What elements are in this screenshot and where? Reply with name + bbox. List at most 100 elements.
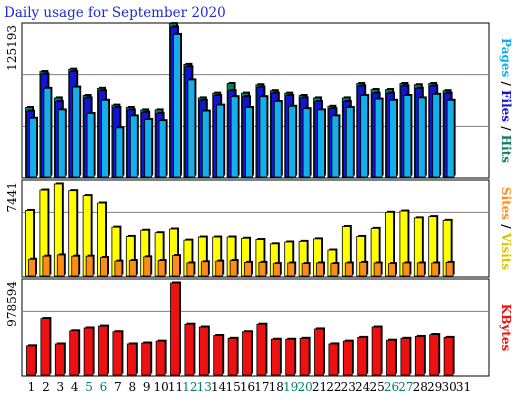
bar-sites-day-24 xyxy=(359,261,368,277)
day-label-19: 19 xyxy=(283,380,298,394)
bar-sites-day-29 xyxy=(431,262,440,277)
bar-pages-day-12 xyxy=(187,79,196,178)
chart-title: Daily usage for September 2020 xyxy=(4,5,226,21)
legend-panel-1-part-4: / xyxy=(499,122,512,131)
bar-pages-day-26 xyxy=(389,99,397,178)
bar-sites-day-1 xyxy=(28,258,36,277)
bar-sites-day-11 xyxy=(172,255,180,277)
day-label-8: 8 xyxy=(128,380,136,394)
bar-pages-day-25 xyxy=(374,98,383,178)
bar-kbytes-day-6 xyxy=(98,325,108,376)
bar-sites-day-14 xyxy=(215,260,224,277)
bar-pages-day-5 xyxy=(86,113,95,178)
bar-pages-day-8 xyxy=(129,115,138,178)
bar-pages-day-14 xyxy=(216,104,225,178)
bar-sites-day-19 xyxy=(287,262,296,277)
day-label-5: 5 xyxy=(85,380,93,394)
day-label-7: 7 xyxy=(114,380,122,394)
bar-pages-day-24 xyxy=(360,95,369,178)
day-label-18: 18 xyxy=(269,380,284,394)
bar-sites-day-13 xyxy=(200,261,209,277)
day-label-11: 11 xyxy=(168,380,183,394)
ymax-label-panel-2: 7441 xyxy=(5,182,19,213)
day-label-16: 16 xyxy=(240,380,255,394)
bar-sites-day-26 xyxy=(388,263,396,277)
bar-sites-day-27 xyxy=(402,262,411,277)
bar-pages-day-3 xyxy=(57,109,66,178)
day-label-28: 28 xyxy=(413,380,428,394)
bar-sites-day-21 xyxy=(316,262,324,277)
bar-sites-day-4 xyxy=(71,255,80,277)
bar-pages-day-9 xyxy=(144,119,153,178)
bar-kbytes-day-11 xyxy=(170,282,180,376)
day-label-26: 26 xyxy=(384,380,399,394)
bar-sites-day-8 xyxy=(128,260,137,277)
bar-sites-day-15 xyxy=(229,260,238,277)
bar-pages-day-2 xyxy=(43,87,52,178)
bar-kbytes-day-14 xyxy=(213,335,224,376)
ymax-label-panel-1: 125193 xyxy=(5,25,19,71)
bar-sites-day-9 xyxy=(143,256,152,277)
day-label-15: 15 xyxy=(225,380,240,394)
legend-panel-2-part-3: Visits xyxy=(499,229,512,271)
bar-kbytes-day-29 xyxy=(429,334,440,376)
bar-kbytes-day-5 xyxy=(83,327,94,376)
day-label-3: 3 xyxy=(56,380,64,394)
legend-panel-1-part-2: / xyxy=(499,77,512,86)
day-label-13: 13 xyxy=(197,380,212,394)
day-label-20: 20 xyxy=(297,380,312,394)
legend-panel-2-part-2: / xyxy=(499,220,512,229)
bar-kbytes-day-20 xyxy=(299,337,310,376)
day-label-31: 31 xyxy=(456,380,471,394)
day-label-23: 23 xyxy=(341,380,356,394)
bar-sites-day-22 xyxy=(330,263,339,277)
day-label-10: 10 xyxy=(153,380,168,394)
bar-sites-day-2 xyxy=(42,255,51,277)
bar-pages-day-11 xyxy=(173,34,181,178)
bar-sites-day-5 xyxy=(85,255,94,277)
bar-kbytes-day-18 xyxy=(270,338,281,376)
day-label-29: 29 xyxy=(427,380,442,394)
bar-pages-day-15 xyxy=(230,96,239,178)
legend-panel-3: KBytes xyxy=(499,304,512,352)
bar-sites-day-16 xyxy=(244,261,252,277)
day-label-25: 25 xyxy=(369,380,384,394)
bar-kbytes-day-2 xyxy=(40,318,51,376)
bar-kbytes-day-22 xyxy=(328,343,339,376)
bar-pages-day-22 xyxy=(331,115,340,178)
bar-sites-day-20 xyxy=(301,263,310,277)
bar-pages-day-30 xyxy=(446,99,455,178)
bar-sites-day-10 xyxy=(157,260,166,277)
day-label-22: 22 xyxy=(326,380,341,394)
day-label-27: 27 xyxy=(398,380,413,394)
bar-pages-day-29 xyxy=(432,93,441,178)
bar-kbytes-day-28 xyxy=(414,336,425,376)
legend-panel-1-part-3: Files xyxy=(499,86,512,122)
bar-sites-day-23 xyxy=(344,262,353,277)
day-label-17: 17 xyxy=(254,380,269,394)
bar-pages-day-16 xyxy=(245,107,253,178)
bar-pages-day-20 xyxy=(302,108,311,178)
day-label-12: 12 xyxy=(182,380,197,394)
bar-pages-day-1 xyxy=(29,117,37,178)
bar-kbytes-day-27 xyxy=(400,337,411,376)
bar-kbytes-day-4 xyxy=(69,330,80,376)
bar-sites-day-6 xyxy=(100,257,108,277)
bar-kbytes-day-13 xyxy=(198,326,209,376)
day-label-6: 6 xyxy=(100,380,108,394)
day-label-2: 2 xyxy=(42,380,50,394)
bar-kbytes-day-19 xyxy=(285,338,296,376)
legend-panel-2-part-1: Sites xyxy=(499,187,512,220)
legend-panel-1-part-5: Hits xyxy=(499,131,512,164)
day-label-30: 30 xyxy=(441,380,456,394)
bar-sites-day-25 xyxy=(373,262,382,277)
bar-pages-day-23 xyxy=(345,107,354,178)
bar-kbytes-day-1 xyxy=(26,345,36,376)
bar-kbytes-day-16 xyxy=(242,331,252,376)
day-label-9: 9 xyxy=(143,380,151,394)
day-label-14: 14 xyxy=(211,380,227,394)
bar-pages-day-27 xyxy=(403,95,412,178)
bar-pages-day-4 xyxy=(72,86,81,178)
